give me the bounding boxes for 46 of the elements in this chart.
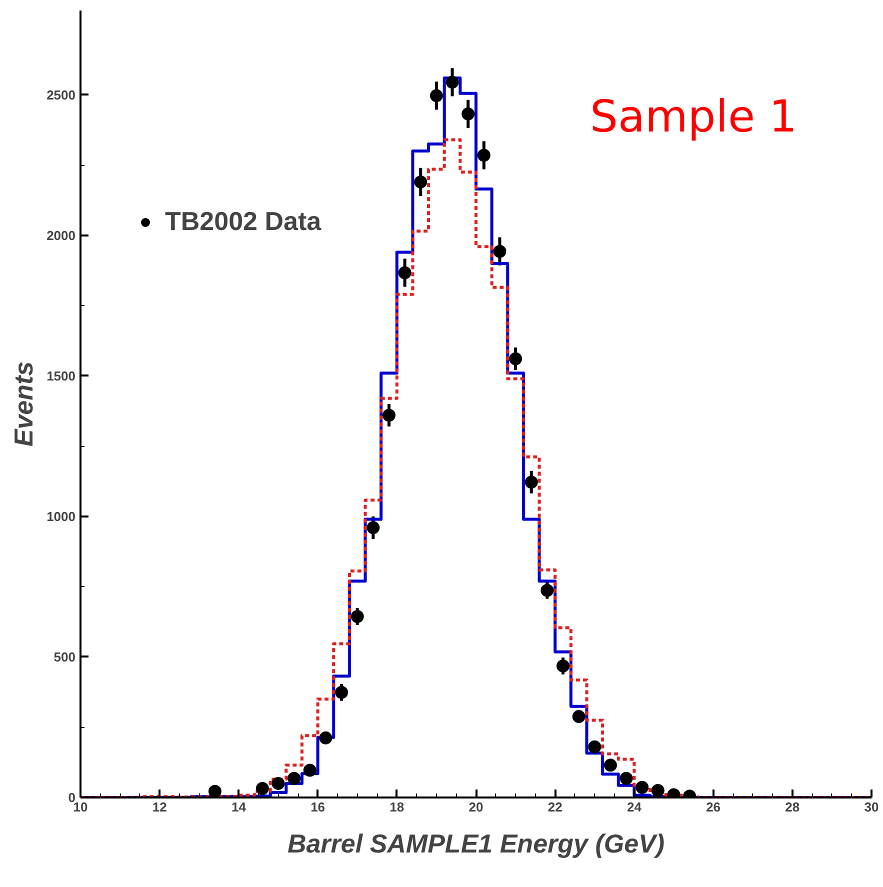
y-tick-label: 1500 xyxy=(46,368,76,384)
x-tick-label: 14 xyxy=(231,800,247,814)
point xyxy=(604,758,617,772)
point xyxy=(366,521,380,534)
point xyxy=(303,764,316,777)
point xyxy=(509,352,522,366)
point xyxy=(446,76,459,89)
point xyxy=(477,148,490,162)
y-tick-label: 500 xyxy=(54,649,76,664)
point xyxy=(620,772,633,785)
point xyxy=(588,740,602,754)
point xyxy=(382,408,396,422)
x-tick-label: 16 xyxy=(310,800,326,814)
x-tick-label: 12 xyxy=(152,800,167,814)
point xyxy=(636,780,649,794)
point xyxy=(540,584,554,597)
y-tick-label: 2500 xyxy=(46,87,76,102)
point xyxy=(335,686,348,699)
point xyxy=(414,175,428,188)
x-tick-label: 26 xyxy=(706,800,721,814)
point xyxy=(272,776,285,790)
point xyxy=(256,782,269,795)
x-tick-label: 20 xyxy=(468,800,484,814)
x-tick-label: 30 xyxy=(864,800,879,814)
point xyxy=(524,476,538,489)
x-tick-label: 24 xyxy=(626,800,642,814)
legend-label: TB2002 Data xyxy=(165,206,322,237)
x-tick-label: 22 xyxy=(548,800,562,814)
x-tick-label: 18 xyxy=(390,800,404,814)
point xyxy=(288,772,301,785)
point xyxy=(319,731,332,744)
y-axis-title: Events xyxy=(8,361,39,447)
annotation: Sample 1 xyxy=(590,92,798,143)
point xyxy=(572,710,586,724)
x-axis-title: Barrel SAMPLE1 Energy (GeV) xyxy=(287,828,665,858)
point xyxy=(556,659,570,672)
y-tick-label: 1000 xyxy=(46,508,76,524)
point xyxy=(462,107,475,120)
point xyxy=(493,244,506,258)
point xyxy=(651,784,664,797)
x-tick-label: 28 xyxy=(785,800,800,814)
y-tick-label: 2000 xyxy=(46,228,76,243)
point xyxy=(208,784,222,798)
point xyxy=(398,266,412,280)
point xyxy=(350,610,364,623)
point xyxy=(430,89,443,102)
